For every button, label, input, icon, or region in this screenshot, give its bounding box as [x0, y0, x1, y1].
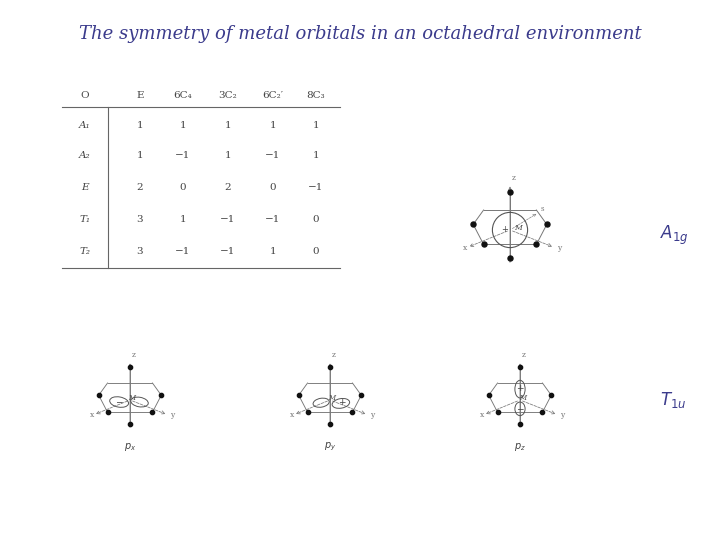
Text: $A_{1g}$: $A_{1g}$: [660, 224, 688, 247]
Text: x: x: [90, 411, 94, 419]
Text: 6C₄: 6C₄: [174, 91, 192, 99]
Text: The symmetry of metal orbitals in an octahedral environment: The symmetry of metal orbitals in an oct…: [78, 25, 642, 43]
Text: T₁: T₁: [79, 215, 91, 225]
Text: x: x: [480, 411, 484, 419]
Text: y: y: [560, 411, 564, 419]
Text: 6C₂′: 6C₂′: [262, 91, 284, 99]
Text: −1: −1: [265, 215, 281, 225]
Text: $T_{1u}$: $T_{1u}$: [660, 390, 686, 410]
Text: 0: 0: [312, 215, 319, 225]
Text: A₁: A₁: [79, 120, 91, 130]
Text: −: −: [516, 404, 523, 413]
Text: 2: 2: [137, 183, 143, 192]
Text: $p_x$: $p_x$: [124, 441, 136, 453]
Text: −: −: [115, 397, 123, 407]
Text: s: s: [541, 205, 544, 213]
Text: A₂: A₂: [79, 151, 91, 159]
Text: −1: −1: [220, 247, 235, 256]
Text: y: y: [170, 411, 174, 419]
Text: −1: −1: [308, 183, 324, 192]
Text: −1: −1: [175, 151, 191, 159]
Text: 3: 3: [137, 215, 143, 225]
Text: O: O: [81, 91, 89, 99]
Text: T₂: T₂: [79, 247, 91, 256]
Text: M: M: [519, 394, 526, 402]
Text: M: M: [128, 394, 135, 402]
Text: 0: 0: [312, 247, 319, 256]
Text: E: E: [136, 91, 144, 99]
Text: −1: −1: [265, 151, 281, 159]
Text: 1: 1: [137, 151, 143, 159]
Text: 1: 1: [312, 151, 319, 159]
Text: 1: 1: [180, 215, 186, 225]
Text: −1: −1: [175, 247, 191, 256]
Text: +: +: [516, 384, 523, 393]
Text: 3: 3: [137, 247, 143, 256]
Text: $p_z$: $p_z$: [514, 441, 526, 453]
Text: 3C₂: 3C₂: [219, 91, 238, 99]
Text: M: M: [514, 224, 522, 232]
Text: 1: 1: [225, 120, 231, 130]
Text: 8C₃: 8C₃: [307, 91, 325, 99]
Text: 0: 0: [270, 183, 276, 192]
Text: 1: 1: [270, 247, 276, 256]
Text: +: +: [502, 225, 508, 233]
Text: 1: 1: [270, 120, 276, 130]
Text: z: z: [332, 351, 336, 359]
Text: 1: 1: [225, 151, 231, 159]
Text: 1: 1: [180, 120, 186, 130]
Text: y: y: [370, 411, 374, 419]
Text: x: x: [463, 244, 467, 252]
Text: +: +: [338, 398, 346, 407]
Text: x: x: [290, 411, 294, 419]
Text: M: M: [328, 394, 336, 402]
Text: 1: 1: [137, 120, 143, 130]
Text: z: z: [512, 174, 516, 182]
Text: z: z: [522, 351, 526, 359]
Text: z: z: [132, 351, 136, 359]
Text: y: y: [557, 244, 562, 252]
Text: −1: −1: [220, 215, 235, 225]
Text: 1: 1: [312, 120, 319, 130]
Text: 0: 0: [180, 183, 186, 192]
Text: $p_y$: $p_y$: [324, 441, 336, 453]
Text: 2: 2: [225, 183, 231, 192]
Text: E: E: [81, 183, 89, 192]
